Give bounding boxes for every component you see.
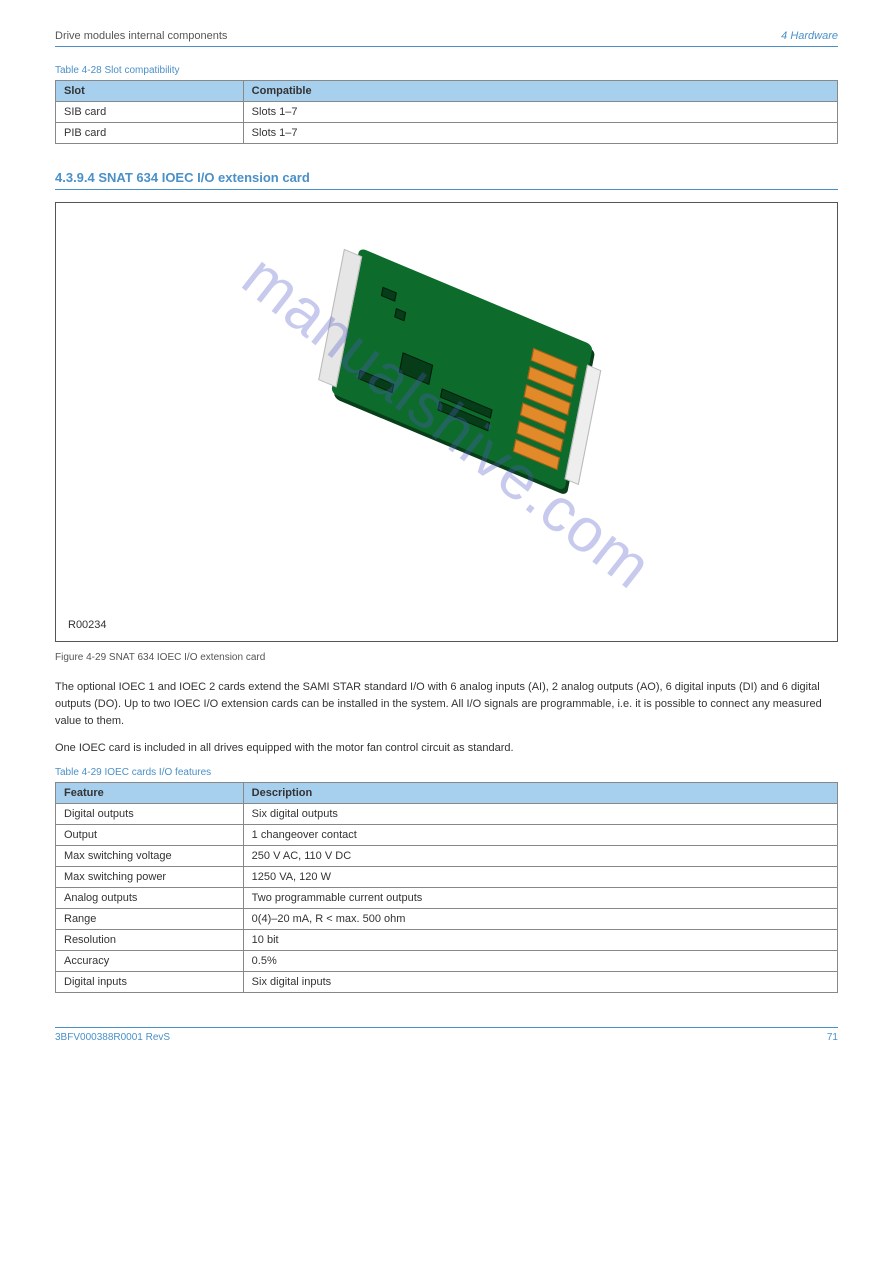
body-para-2: One IOEC card is included in all drives …	[55, 740, 838, 757]
figure-box: manualshive.com R00234	[55, 202, 838, 642]
footer-page-num: 71	[827, 1032, 838, 1043]
table-row: SIB card Slots 1–7	[56, 102, 838, 123]
footer-left: 3BFV000388R0001 RevS	[55, 1032, 170, 1043]
header-right: 4 Hardware	[781, 30, 838, 42]
table-row: Resolution10 bit	[56, 930, 838, 951]
figure-caption: Figure 4-29 SNAT 634 IOEC I/O extension …	[55, 652, 838, 663]
table-row: Digital inputsSix digital inputs	[56, 972, 838, 993]
table1-caption: Table 4-28 Slot compatibility	[55, 65, 838, 76]
figure-id: R00234	[68, 619, 107, 631]
t2-h0: Feature	[56, 783, 244, 804]
ioec-features-table: Feature Description Digital outputsSix d…	[55, 782, 838, 993]
table-row: Max switching power1250 VA, 120 W	[56, 867, 838, 888]
t1-h0: Slot	[56, 81, 244, 102]
t2-h1: Description	[243, 783, 837, 804]
pcb-illustration	[287, 249, 607, 569]
slot-compat-table: Slot Compatible SIB card Slots 1–7 PIB c…	[55, 80, 838, 144]
section-heading: 4.3.9.4 SNAT 634 IOEC I/O extension card	[55, 170, 838, 190]
table-row: Analog outputsTwo programmable current o…	[56, 888, 838, 909]
table-row: PIB card Slots 1–7	[56, 123, 838, 144]
table-row: Accuracy0.5%	[56, 951, 838, 972]
table-row: Digital outputsSix digital outputs	[56, 804, 838, 825]
body-para-1: The optional IOEC 1 and IOEC 2 cards ext…	[55, 679, 838, 730]
table-row: Range0(4)–20 mA, R < max. 500 ohm	[56, 909, 838, 930]
table-row: Max switching voltage250 V AC, 110 V DC	[56, 846, 838, 867]
t1-h1: Compatible	[243, 81, 837, 102]
page-footer: 3BFV000388R0001 RevS 71	[55, 1027, 838, 1043]
header-left: Drive modules internal components	[55, 30, 227, 42]
table-row: Output1 changeover contact	[56, 825, 838, 846]
page-header: Drive modules internal components 4 Hard…	[55, 30, 838, 47]
table2-caption: Table 4-29 IOEC cards I/O features	[55, 767, 838, 778]
